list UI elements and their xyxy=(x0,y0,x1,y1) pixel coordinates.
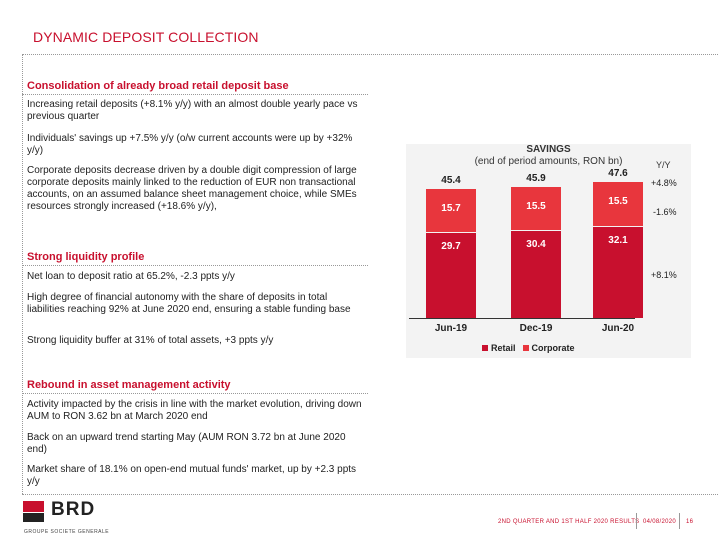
brd-logo-subtitle: GROUPE SOCIETE GENERALE xyxy=(24,529,110,535)
section-title-liquidity: Strong liquidity profile xyxy=(27,251,145,263)
bullet-individual-savings: Individuals' savings up +7.5% y/y (o/w c… xyxy=(27,133,353,156)
value-total-jun-20: 47.6 xyxy=(608,168,628,180)
section-divider xyxy=(22,265,368,266)
bar-retail-jun-19 xyxy=(426,233,476,318)
bullet-market-share: Market share of 18.1% on open-end mutual… xyxy=(27,464,357,487)
bullet-aum-rebound: Back on an upward trend starting May (AU… xyxy=(27,432,346,455)
page-title: DYNAMIC DEPOSIT COLLECTION xyxy=(33,29,259,45)
section-divider xyxy=(22,393,368,394)
x-label-jun-20: Jun-20 xyxy=(601,323,635,334)
section-divider xyxy=(22,94,368,95)
value-total-dec-19: 45.9 xyxy=(526,173,546,185)
section-title-asset-management: Rebound in asset management activity xyxy=(27,379,231,391)
yy-retail: +8.1% xyxy=(651,270,677,280)
footer-page-number: 16 xyxy=(686,519,694,525)
yy-column-header: Y/Y xyxy=(656,160,671,170)
x-label-jun-19: Jun-19 xyxy=(434,323,468,334)
bullet-aum-decline: Activity impacted by the crisis in line … xyxy=(27,399,362,422)
chart-subtitle: (end of period amounts, RON bn) xyxy=(474,156,623,167)
footer-separator xyxy=(679,513,680,529)
legend-label-retail: Retail xyxy=(491,343,516,353)
value-retail-dec-19: 30.4 xyxy=(526,239,546,251)
value-retail-jun-20: 32.1 xyxy=(608,234,628,246)
section-title-retail-deposits: Consolidation of already broad retail de… xyxy=(27,80,289,92)
chart-legend: Retail Corporate xyxy=(482,343,575,353)
value-corporate-dec-19: 15.5 xyxy=(526,201,546,213)
bullet-corporate-deposits: Corporate deposits decrease driven by a … xyxy=(27,165,357,212)
yy-corporate: -1.6% xyxy=(653,207,677,217)
x-label-dec-19: Dec-19 xyxy=(519,323,553,334)
yy-total: +4.8% xyxy=(651,178,677,188)
bar-corporate-jun-20 xyxy=(593,182,643,226)
bullet-loan-deposit-ratio: Net loan to deposit ratio at 65.2%, -2.3… xyxy=(27,271,235,282)
brd-logo-mark xyxy=(23,501,44,522)
bullet-retail-deposits: Increasing retail deposits (+8.1% y/y) w… xyxy=(27,99,358,122)
bar-retail-dec-19 xyxy=(511,231,561,318)
value-retail-jun-19: 29.7 xyxy=(441,241,461,253)
bar-corporate-dec-19 xyxy=(511,187,561,231)
brd-logo-text: BRD xyxy=(51,499,96,520)
bar-retail-jun-20 xyxy=(593,226,643,318)
footer-date: 04/08/2020 xyxy=(643,519,677,525)
bullet-financial-autonomy: High degree of financial autonomy with t… xyxy=(27,292,351,315)
left-margin-rule xyxy=(22,54,23,494)
value-corporate-jun-20: 15.5 xyxy=(608,196,628,208)
footer-divider xyxy=(22,494,718,495)
chart-x-axis xyxy=(409,318,635,319)
bar-corporate-jun-19 xyxy=(426,188,476,233)
footer-separator xyxy=(636,513,637,529)
legend-swatch-retail xyxy=(482,345,488,351)
bullet-liquidity-buffer: Strong liquidity buffer at 31% of total … xyxy=(27,335,274,346)
chart-title: SAVINGS xyxy=(526,144,571,155)
legend-label-corporate: Corporate xyxy=(531,343,575,353)
legend-swatch-corporate xyxy=(522,345,529,351)
value-corporate-jun-19: 15.7 xyxy=(441,202,461,214)
footer-period: 2ND QUARTER AND 1ST HALF 2020 RESULTS xyxy=(498,519,640,525)
value-total-jun-19: 45.4 xyxy=(441,174,461,186)
title-divider xyxy=(22,54,718,55)
